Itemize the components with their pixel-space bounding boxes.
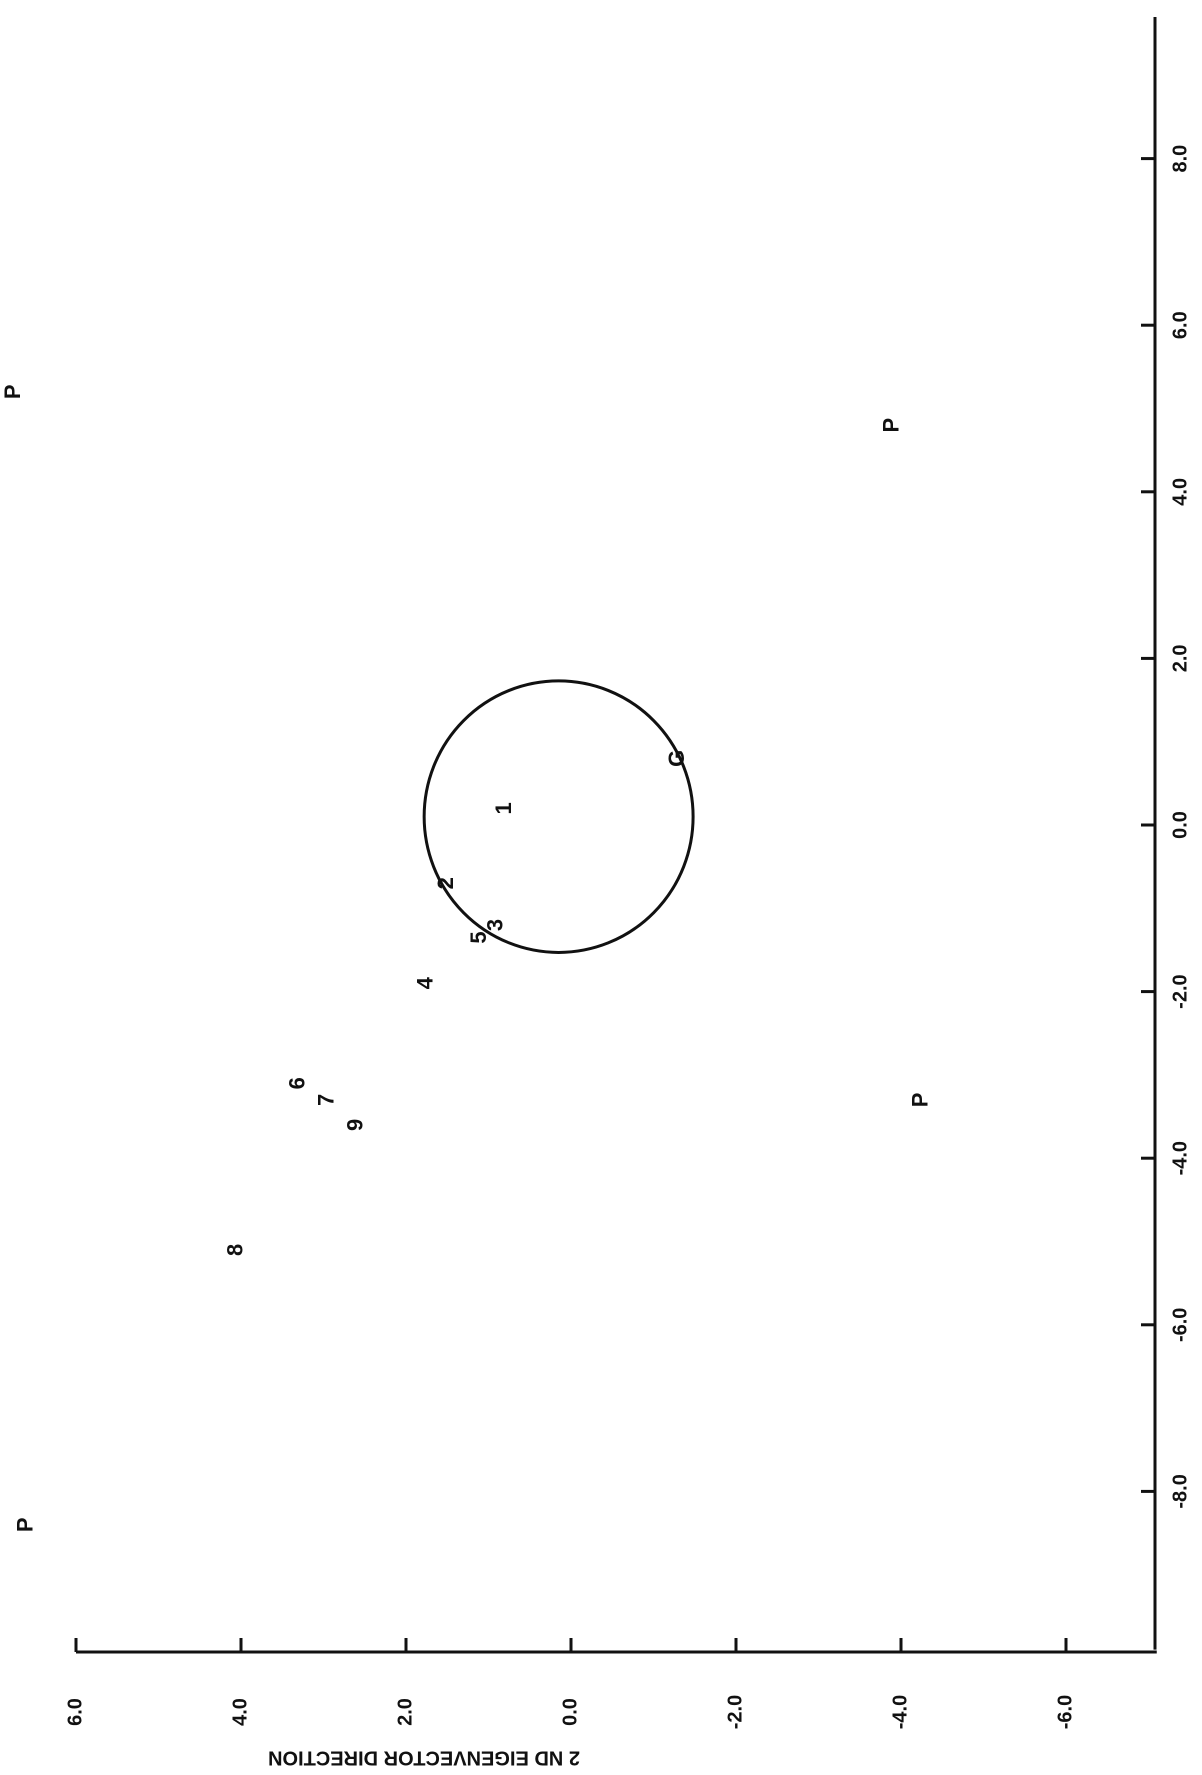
point: 5 — [466, 931, 491, 943]
circle — [422, 679, 695, 954]
x-tick-label: -4.0 — [1169, 1141, 1191, 1175]
point: P — [12, 1517, 37, 1532]
point: P — [907, 1093, 932, 1108]
y-axis-label: 2 ND EIGENVECTOR DIRECTION — [268, 1747, 580, 1769]
x-tick-label: 4.0 — [1169, 478, 1191, 506]
x-tick-label: -2.0 — [1169, 974, 1191, 1008]
point: 7 — [313, 1094, 338, 1106]
y-tick-label: -4.0 — [889, 1695, 911, 1729]
y-tick-label: 2.0 — [394, 1698, 416, 1726]
y-tick-label: 6.0 — [64, 1698, 86, 1726]
point: 4 — [412, 976, 437, 989]
point: 8 — [223, 1244, 248, 1256]
y-tick-label: 0.0 — [559, 1698, 581, 1726]
x-tick-label: 2.0 — [1169, 644, 1191, 672]
x-tick-label: -8.0 — [1169, 1474, 1191, 1508]
point: 3 — [483, 919, 508, 931]
x-tick-label: 6.0 — [1169, 311, 1191, 339]
x-tick-label: 8.0 — [1169, 145, 1191, 173]
point: 9 — [342, 1119, 367, 1131]
point: P — [0, 384, 25, 399]
y-tick-label: -6.0 — [1054, 1695, 1076, 1729]
x-tick-label: 0.0 — [1169, 811, 1191, 839]
y-tick-label: 4.0 — [229, 1698, 251, 1726]
point: 2 — [433, 877, 458, 889]
point: 1 — [491, 802, 516, 814]
point: G — [664, 750, 689, 767]
point: P — [879, 418, 904, 433]
x-tick-label: -6.0 — [1169, 1308, 1191, 1342]
point: 6 — [285, 1077, 310, 1089]
y-tick-label: -2.0 — [724, 1695, 746, 1729]
